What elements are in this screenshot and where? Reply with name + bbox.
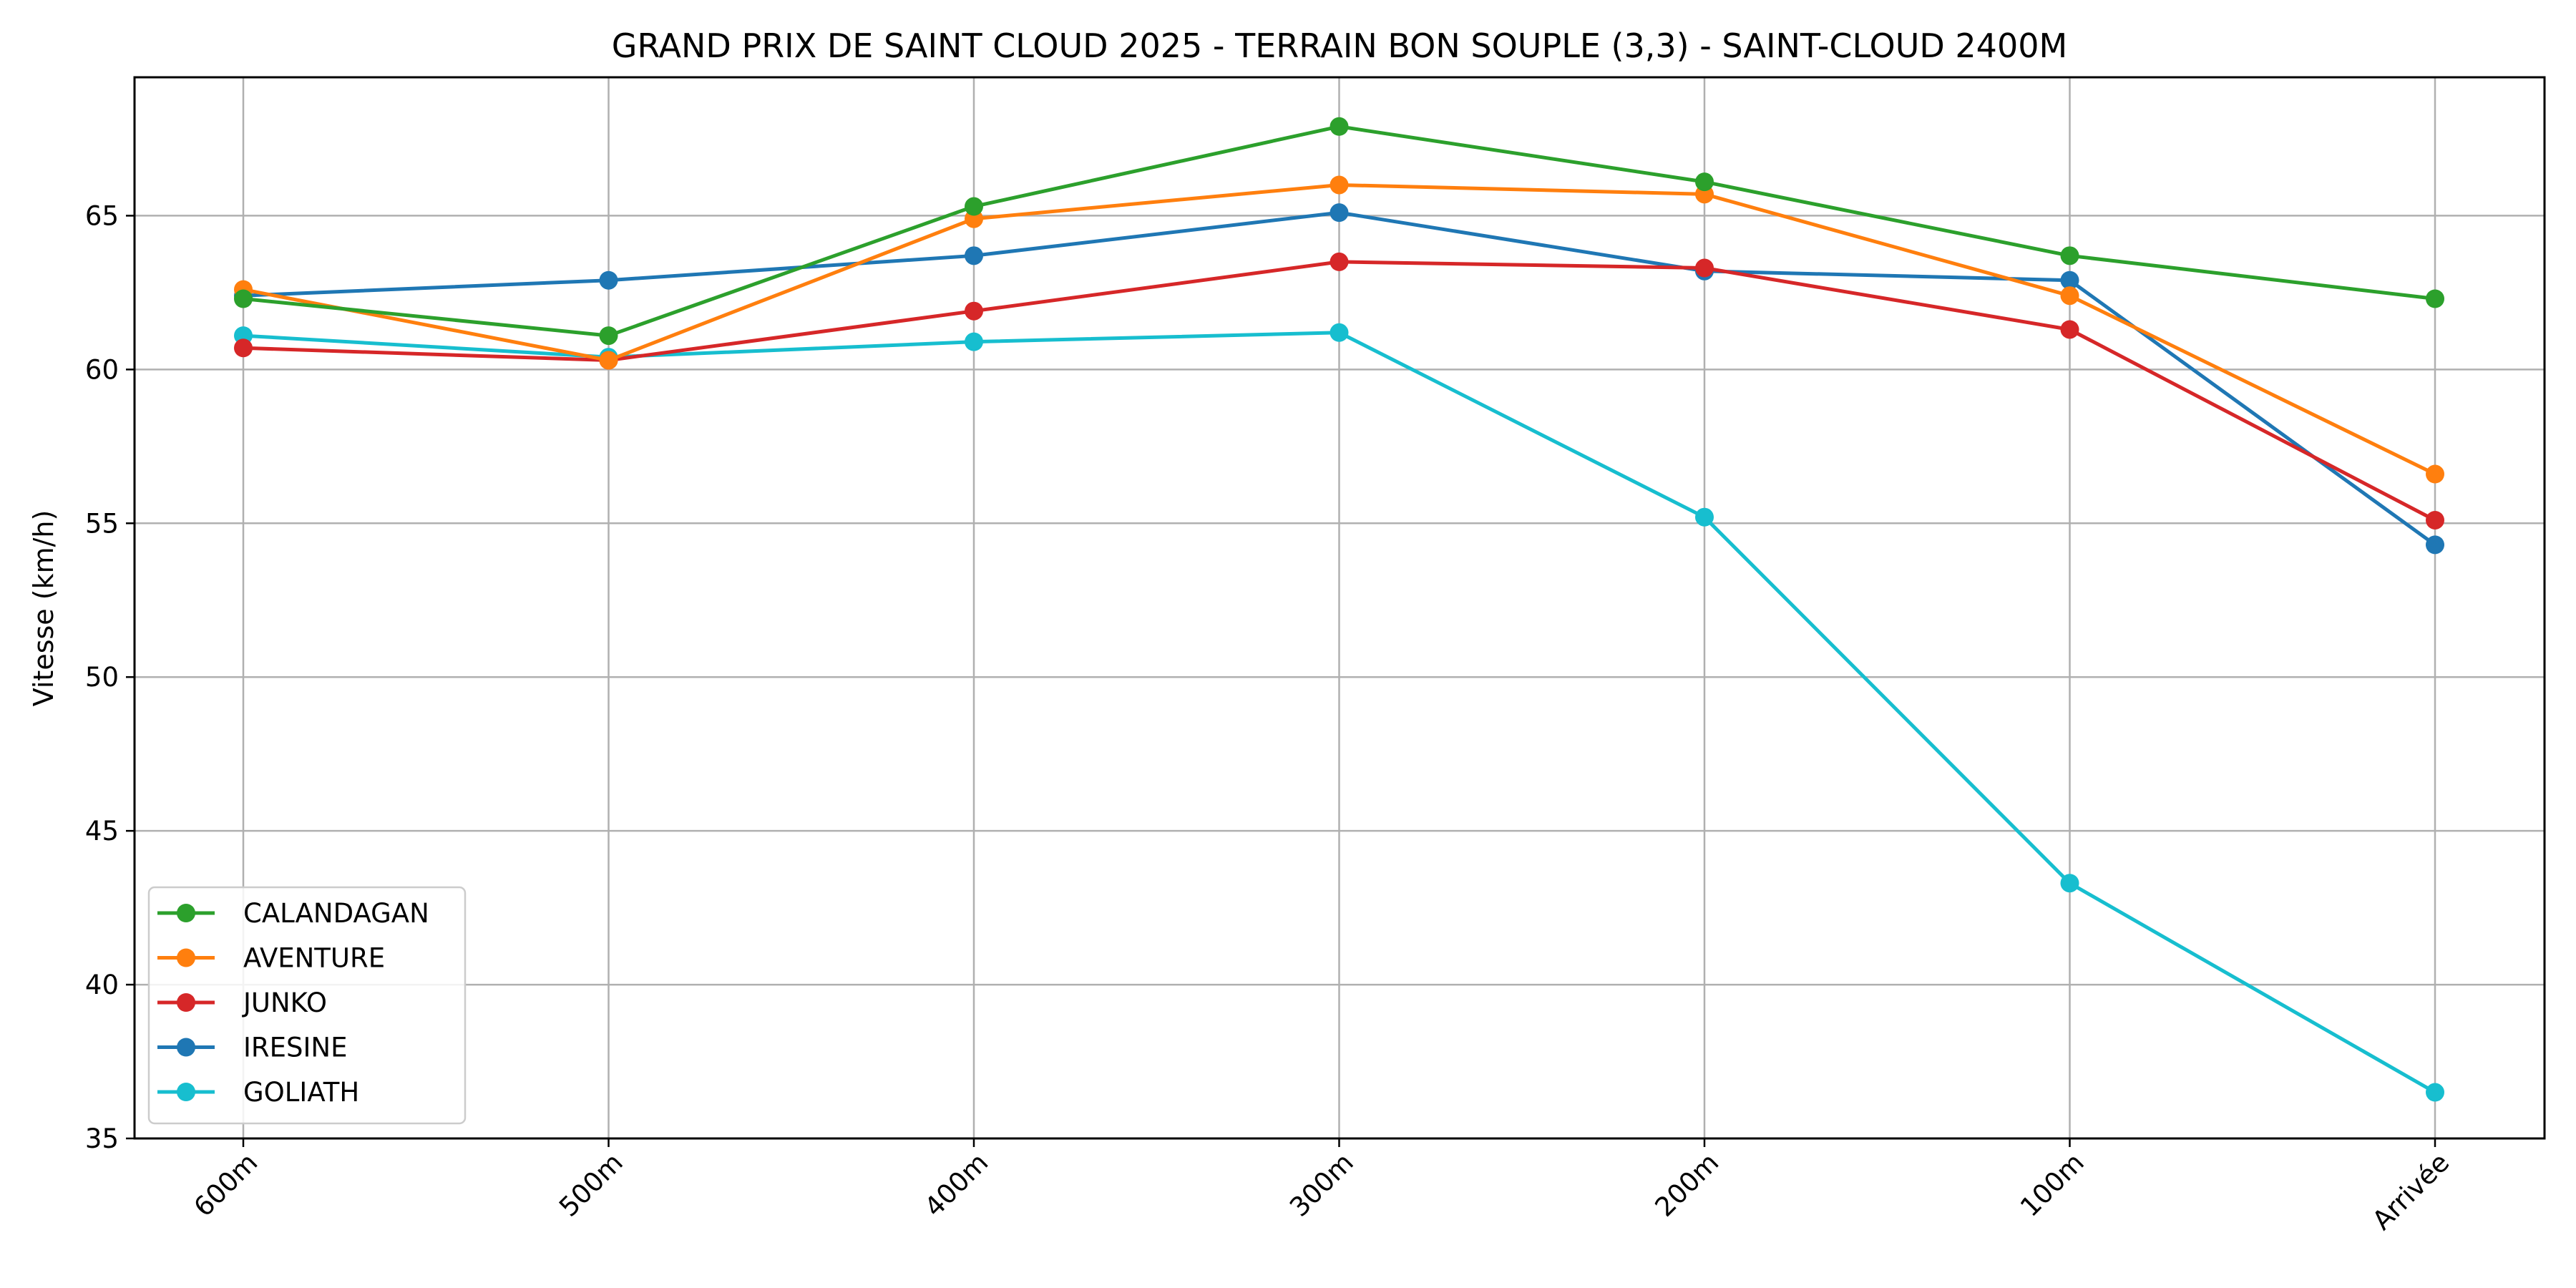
data-point bbox=[1695, 258, 1714, 278]
y-tick-label: 50 bbox=[85, 662, 119, 693]
data-point bbox=[2060, 246, 2079, 265]
legend-entry: AVENTURE bbox=[157, 943, 385, 974]
data-series bbox=[234, 117, 2444, 1102]
data-point bbox=[599, 326, 618, 346]
legend-swatch-marker bbox=[177, 948, 195, 967]
data-point bbox=[1330, 252, 1349, 271]
legend-entry: IRESINE bbox=[157, 1033, 347, 1063]
data-point bbox=[2426, 289, 2444, 308]
series-calandagan bbox=[234, 117, 2444, 346]
data-point bbox=[965, 301, 983, 321]
data-point bbox=[599, 270, 618, 290]
y-tick-label: 60 bbox=[85, 354, 119, 385]
data-point bbox=[1695, 172, 1714, 192]
legend-entry: JUNKO bbox=[157, 987, 327, 1018]
legend: CALANDAGAN AVENTURE JUNKO IRESINE GOLIATH bbox=[147, 886, 467, 1125]
data-point bbox=[2060, 286, 2079, 306]
data-point bbox=[2426, 1083, 2444, 1102]
chart-title: GRAND PRIX DE SAINT CLOUD 2025 - TERRAIN… bbox=[612, 26, 2067, 65]
y-axis-label: Vitesse (km/h) bbox=[28, 510, 59, 707]
legend-swatch-marker bbox=[177, 1038, 195, 1057]
y-tick-label: 45 bbox=[85, 816, 119, 847]
data-point bbox=[1330, 203, 1349, 223]
data-point bbox=[1330, 117, 1349, 136]
legend-label: IRESINE bbox=[243, 1033, 347, 1063]
legend-entry: CALANDAGAN bbox=[157, 898, 429, 929]
data-point bbox=[2426, 510, 2444, 530]
data-point bbox=[2426, 535, 2444, 555]
data-point bbox=[234, 338, 253, 358]
data-point bbox=[599, 351, 618, 370]
data-point bbox=[1330, 175, 1349, 195]
legend-swatch-marker bbox=[177, 993, 195, 1012]
data-point bbox=[2060, 320, 2079, 339]
y-tick-label: 65 bbox=[85, 200, 119, 231]
y-tick-label: 35 bbox=[85, 1123, 119, 1154]
data-point bbox=[1695, 507, 1714, 527]
data-point bbox=[2060, 270, 2079, 290]
data-point bbox=[2060, 874, 2079, 893]
legend-label: GOLIATH bbox=[243, 1077, 359, 1108]
data-point bbox=[1330, 323, 1349, 342]
legend-box bbox=[147, 886, 467, 1125]
legend-label: CALANDAGAN bbox=[243, 898, 429, 929]
data-point bbox=[965, 332, 983, 351]
data-point bbox=[965, 246, 983, 265]
y-tick-label: 55 bbox=[85, 508, 119, 539]
legend-entry: GOLIATH bbox=[157, 1077, 359, 1108]
legend-swatch-marker bbox=[177, 904, 195, 922]
legend-label: AVENTURE bbox=[243, 943, 385, 974]
legend-swatch-marker bbox=[177, 1083, 195, 1101]
legend-label: JUNKO bbox=[242, 987, 327, 1018]
data-point bbox=[965, 197, 983, 216]
y-tick-label: 40 bbox=[85, 970, 119, 1000]
data-point bbox=[2426, 464, 2444, 484]
data-point bbox=[234, 289, 253, 308]
